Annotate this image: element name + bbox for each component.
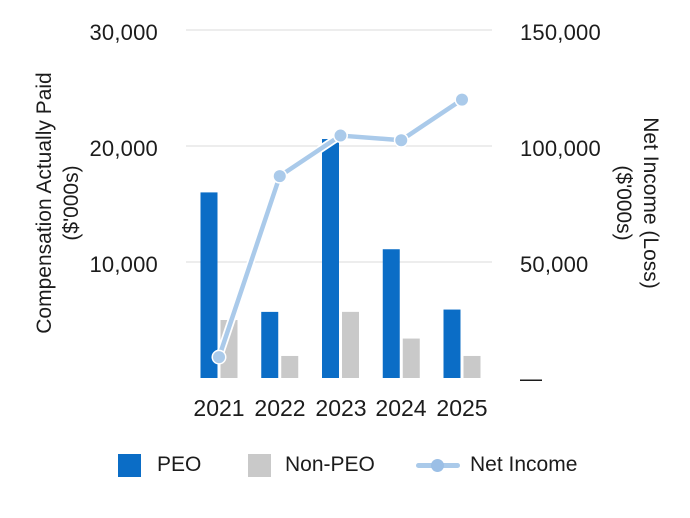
right-axis-title-line2: ($'000s) (612, 165, 635, 241)
net-income-marker-2024 (395, 134, 408, 147)
right-axis-zero-dash: — (520, 366, 543, 391)
left-axis-tick-20000: 20,000 (89, 136, 158, 161)
bar-peo-2022 (261, 311, 279, 378)
line-swatch-dot (431, 458, 444, 472)
bar-non-peo-2022 (281, 355, 299, 378)
right-axis-tick-100000: 100,000 (520, 136, 601, 161)
left-axis-title-line1: Compensation Actually Paid (33, 72, 56, 334)
peo-swatch-icon (118, 453, 141, 477)
bar-peo-2021 (200, 192, 218, 378)
left-axis-tick-10000: 10,000 (89, 252, 158, 277)
bar-peo-2024 (382, 249, 400, 378)
bar-non-peo-2025 (463, 355, 481, 378)
left-axis-title: Compensation Actually Paid ($'000s) (31, 53, 85, 353)
left-axis-tick-30000: 30,000 (89, 20, 158, 45)
right-axis-title-line1: Net Income (Loss) (639, 117, 662, 289)
legend-item-net-income: Net Income (416, 452, 577, 478)
legend-item-non-peo: Non-PEO (248, 452, 375, 478)
right-axis-tick-150000: 150,000 (520, 20, 601, 45)
x-label-2024: 2024 (375, 395, 427, 421)
bar-peo-2025 (443, 309, 461, 378)
legend-label-non-peo: Non-PEO (285, 453, 375, 476)
net-income-marker-2025 (456, 93, 468, 106)
non-peo-swatch-icon (248, 453, 271, 477)
x-label-2025: 2025 (436, 395, 488, 421)
net-income-line-swatch-icon (416, 458, 460, 472)
left-axis-title-line2: ($'000s) (60, 165, 83, 241)
bar-non-peo-2023 (342, 311, 359, 378)
net-income-marker-2023 (334, 129, 347, 142)
x-label-2022: 2022 (254, 395, 306, 421)
net-income-marker-2022 (273, 170, 286, 183)
right-axis-title: Net Income (Loss) ($'000s) (610, 53, 664, 353)
bar-non-peo-2024 (402, 338, 420, 378)
legend-item-peo: PEO (118, 452, 201, 478)
x-label-2021: 2021 (193, 395, 245, 421)
net-income-marker-2021 (213, 351, 225, 364)
legend-label-peo: PEO (157, 453, 202, 476)
legend-label-net-income: Net Income (470, 453, 578, 476)
x-label-2023: 2023 (315, 395, 367, 421)
right-axis-tick-50000: 50,000 (520, 252, 589, 277)
bar-peo-2023 (322, 139, 339, 378)
